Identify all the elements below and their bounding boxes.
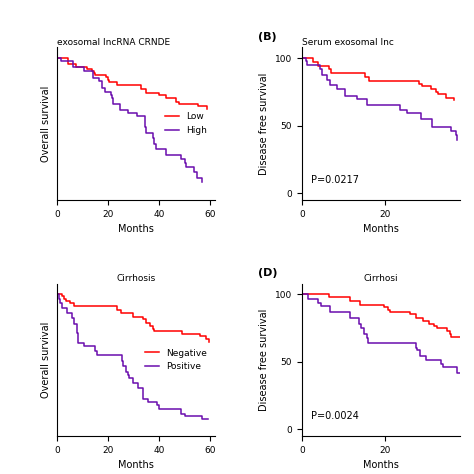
- Text: (B): (B): [257, 32, 276, 42]
- Text: (D): (D): [257, 268, 277, 278]
- Y-axis label: Overall survival: Overall survival: [41, 85, 51, 162]
- X-axis label: Months: Months: [363, 224, 399, 234]
- X-axis label: Months: Months: [363, 460, 399, 470]
- Text: exosomal lncRNA CRNDE: exosomal lncRNA CRNDE: [57, 37, 170, 46]
- Title: Cirrhosis: Cirrhosis: [116, 274, 155, 283]
- Text: P=0.0217: P=0.0217: [311, 174, 359, 184]
- Text: P=0.0024: P=0.0024: [311, 411, 359, 421]
- Legend: Low, High: Low, High: [162, 109, 210, 138]
- X-axis label: Months: Months: [118, 224, 154, 234]
- Text: Serum exosomal lnc: Serum exosomal lnc: [302, 37, 393, 46]
- Title: Cirrhosi: Cirrhosi: [364, 274, 398, 283]
- Y-axis label: Overall survival: Overall survival: [41, 322, 51, 398]
- Y-axis label: Disease free survival: Disease free survival: [259, 73, 269, 175]
- Y-axis label: Disease free survival: Disease free survival: [259, 309, 269, 411]
- X-axis label: Months: Months: [118, 460, 154, 470]
- Legend: Negative, Positive: Negative, Positive: [142, 345, 210, 375]
